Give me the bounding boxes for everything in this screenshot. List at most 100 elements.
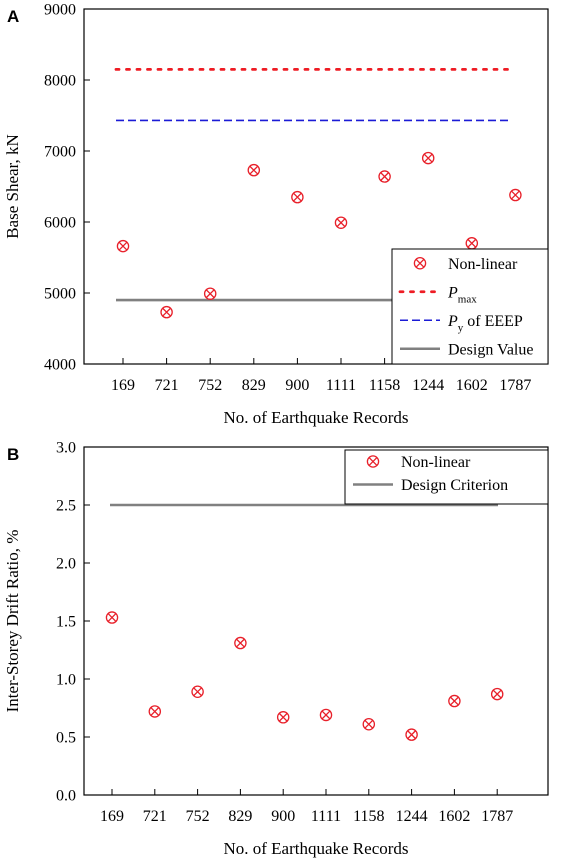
panel-b-data-point [362,717,376,731]
panel-b-data-point-x [193,687,202,697]
panel-b-data-point-x [492,689,502,699]
panel-b-y-tick-label: 1.0 [56,672,76,689]
panel-a-y-tick-label: 9000 [44,2,76,19]
panel-a-data-point [421,151,435,165]
panel-b-y-tick-label: 0.5 [56,730,76,747]
panel-a-data-point-circle [378,170,391,183]
panel-a-y-tick-label: 4000 [44,357,76,374]
panel-a-data-point-x [380,172,389,181]
panel-b-x-tick-label: 1158 [353,808,384,825]
panel-a-x-axis-title: No. of Earthquake Records [223,408,408,427]
panel-b-legend-marker-circle [366,455,380,468]
panel-a-data-point-circle [116,239,130,253]
panel-b-data-point-circle [276,711,290,724]
panel-a: A 4000 5000 6000 7000 8000 9000 169 721 752 829 900… [3,2,549,427]
panel-a-x-tick-label: 1158 [369,377,400,394]
panel-a-data-point-x [162,307,171,317]
panel-a-letter: A [7,7,19,26]
panel-a-data-point-x [205,289,215,298]
panel-b-legend-label: Non-linear [401,454,471,471]
panel-b-data-point-x [278,713,288,722]
panel-b-legend-label: Design Criterion [401,477,508,494]
panel-b-y-axis-title: Inter-Storey Drift Ratio, % [3,530,22,713]
panel-b-legend-box [344,449,549,505]
panel-b-x-tick-label: 1111 [311,808,341,825]
panel-b-data-point-circle [191,685,204,699]
panel-a-x-tick-label: 721 [155,377,179,394]
panel-b-data-point-x [364,719,374,729]
panel-b-x-tick-label: 1244 [396,808,428,825]
panel-b-x-tick-label: 1787 [481,808,513,825]
panel-a-x-tick-label: 752 [198,377,222,394]
panel-b-data-point [490,687,504,701]
panel-a-plot-frame [83,8,549,365]
panel-a-data-point-x [293,192,302,202]
panel-b-y-tick-label: 2.5 [56,498,76,515]
panel-a-y-axis-title: Base Shear, kN [3,134,22,239]
panel-a-data-point-circle [203,287,217,300]
panel-b-legend-marker-x [368,457,378,466]
panel-a-data-point [465,237,479,250]
panel-b-x-tick-label: 169 [100,808,124,825]
panel-b-y-tick-label: 2.0 [56,556,76,573]
panel-a-x-tick-label: 900 [285,377,309,394]
panel-b-data-point-circle [405,728,418,741]
panel-a-y-tick-label: 5000 [44,286,76,303]
panel-a-legend: Non-linear Pmax Py of EEEP Design Value [391,248,549,365]
panel-a-y-tick-label: 8000 [44,73,76,90]
panel-b-y-tick-label: 0.0 [56,788,76,805]
panel-b-x-tick-label: 829 [228,808,252,825]
panel-a-y-tick-label: 6000 [44,215,76,232]
panel-a-legend-marker-circle [413,256,427,270]
panel-a-x-tick-label: 1787 [499,377,531,394]
panel-b: B 0.0 0.5 1.0 1.5 2.0 2.5 3.0 169 721 752 829 900 111… [3,440,549,858]
panel-a-data-point-x [118,241,128,251]
panel-a-legend-marker [413,256,427,270]
panel-a-data-point-circle [247,163,261,177]
panel-b-data-point-x [407,730,416,739]
panel-b-data-point-x [236,638,245,648]
panel-b-data-point [191,685,204,699]
panel-a-data-point [291,190,304,204]
panel-a-legend-marker-x [415,258,425,268]
panel-b-letter: B [7,445,19,464]
panel-a-legend-label-sub: max [458,293,477,305]
panel-a-data-point [334,216,348,229]
panel-a-data-point [116,239,130,253]
panel-a-x-tick-label: 1244 [412,377,444,394]
panel-a-data-point-x [467,239,477,248]
panel-b-data-point-x [150,707,160,716]
panel-a-data-point-circle [291,190,304,204]
panel-b-data-point-circle [105,611,119,624]
panel-a-data-point-circle [160,305,173,319]
panel-a-legend-label: Design Value [448,341,533,358]
panel-b-x-tick-label: 752 [186,808,210,825]
panel-a-data-point [378,170,391,183]
panel-b-data-point [448,694,461,708]
panel-b-data-point [319,708,333,722]
panel-a-legend-label: Pmax [447,284,477,305]
panel-a-data-point [509,188,522,202]
panel-a-data-point-x [336,218,346,227]
panel-a-legend-label-main: P [447,284,458,301]
panel-a-data-point-x [511,190,520,200]
panel-a-x-tick-label: 1602 [456,377,488,394]
panel-b-data-point-x [321,710,331,720]
panel-a-data-point-x [423,153,433,163]
panel-a-data-point-circle [509,188,522,202]
panel-b-y-tick-label: 3.0 [56,440,76,457]
panel-a-legend-label: Py of EEEP [447,313,523,334]
panel-a-data-point-circle [334,216,348,229]
panel-b-data-point-circle [234,636,247,650]
panel-a-x-tick-label: 829 [242,377,266,394]
panel-b-x-axis-title: No. of Earthquake Records [223,839,408,858]
panel-b-data-point-circle [148,705,162,718]
panel-a-y-tick-label: 7000 [44,144,76,161]
panel-a-data-point [247,163,261,177]
panel-b-data-point [276,711,290,724]
panel-b-x-tick-label: 900 [271,808,295,825]
panel-a-legend-label: Non-linear [448,256,518,273]
panel-b-data-point [148,705,162,718]
panel-b-data-point-circle [448,694,461,708]
